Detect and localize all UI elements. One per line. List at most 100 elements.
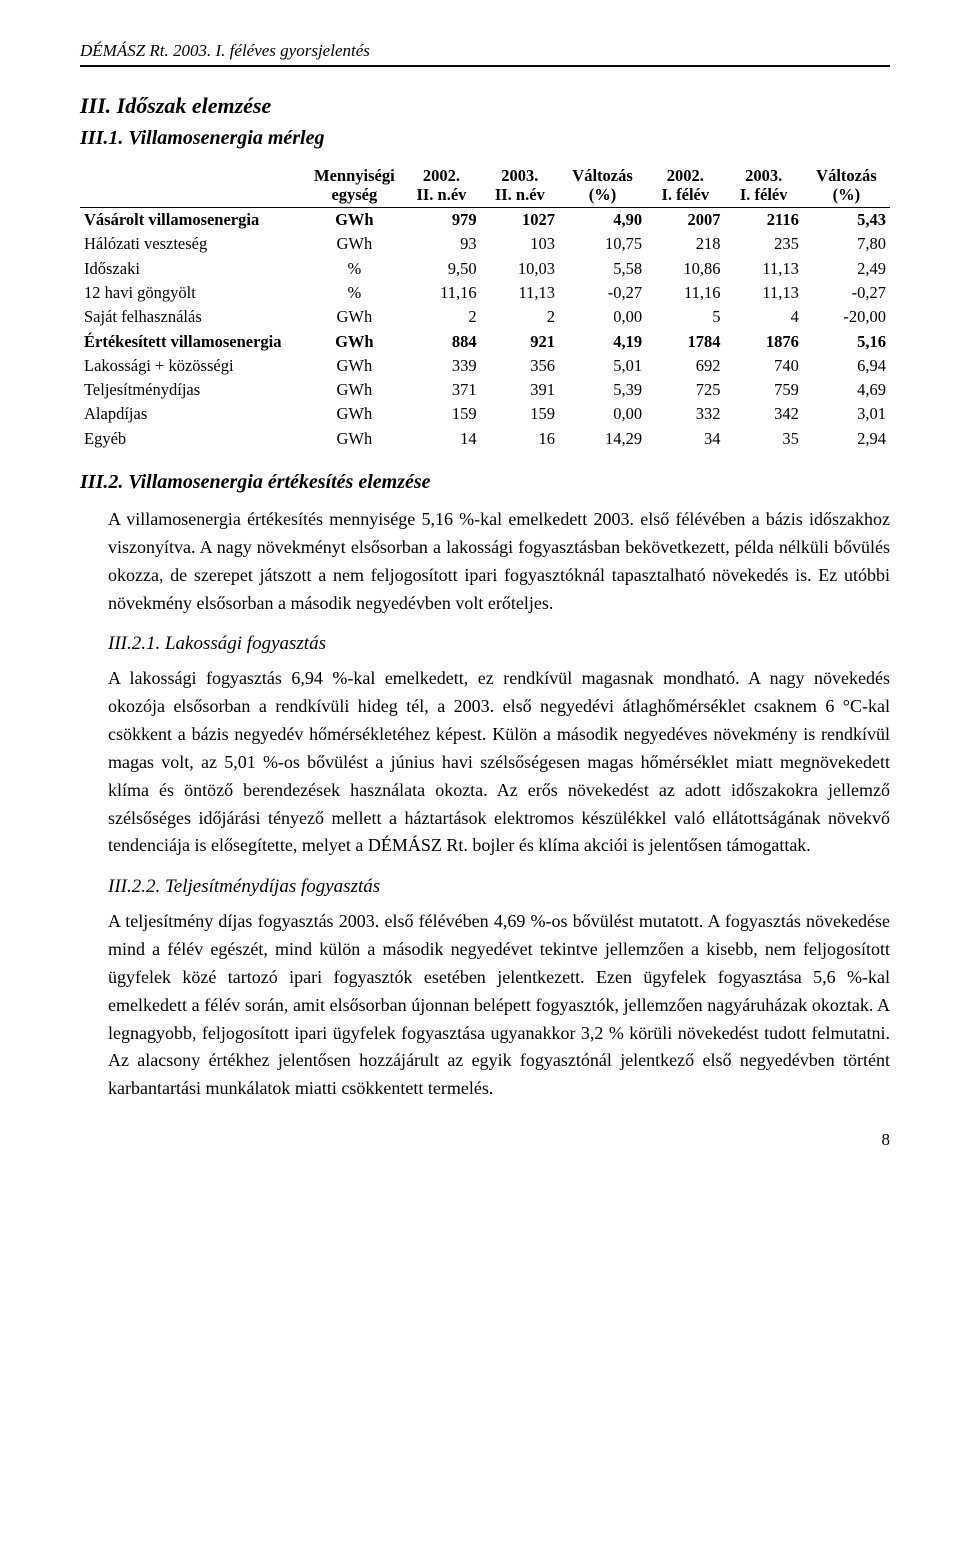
cell-y2002h1: 725 bbox=[646, 378, 724, 402]
row-label: Saját felhasználás bbox=[80, 305, 306, 329]
paragraph-capacity-fee: A teljesítmény díjas fogyasztás 2003. el… bbox=[80, 908, 890, 1103]
cell-unit: GWh bbox=[306, 402, 402, 426]
cell-chg_h: 2,49 bbox=[803, 257, 890, 281]
cell-chg_q: 0,00 bbox=[559, 305, 646, 329]
cell-unit: % bbox=[306, 281, 402, 305]
table-row: Vásárolt villamosenergiaGWh97910274,9020… bbox=[80, 208, 890, 233]
cell-y2003h1: 1876 bbox=[724, 330, 802, 354]
cell-y2003q2: 1027 bbox=[481, 208, 559, 233]
cell-y2002h1: 1784 bbox=[646, 330, 724, 354]
table-row: EgyébGWh141614,2934352,94 bbox=[80, 427, 890, 451]
table-row: Hálózati veszteségGWh9310310,752182357,8… bbox=[80, 232, 890, 256]
cell-y2002q2: 93 bbox=[402, 232, 480, 256]
subsection-III-2-2: III.2.2. Teljesítménydíjas fogyasztás bbox=[80, 874, 890, 900]
cell-chg_h: 5,43 bbox=[803, 208, 890, 233]
energy-balance-table: Mennyiségiegység2002.II. n.év2003.II. n.… bbox=[80, 164, 890, 451]
row-label: Hálózati veszteség bbox=[80, 232, 306, 256]
cell-y2002h1: 10,86 bbox=[646, 257, 724, 281]
table-col-y2002q2: 2002.II. n.év bbox=[402, 164, 480, 208]
cell-y2002q2: 339 bbox=[402, 354, 480, 378]
table-col-chg_h: Változás(%) bbox=[803, 164, 890, 208]
cell-chg_q: 0,00 bbox=[559, 402, 646, 426]
cell-y2003h1: 4 bbox=[724, 305, 802, 329]
table-row: TeljesítménydíjasGWh3713915,397257594,69 bbox=[80, 378, 890, 402]
cell-y2003q2: 11,13 bbox=[481, 281, 559, 305]
cell-y2003h1: 35 bbox=[724, 427, 802, 451]
table-col-y2003q2: 2003.II. n.év bbox=[481, 164, 559, 208]
cell-chg_h: 2,94 bbox=[803, 427, 890, 451]
cell-y2002h1: 218 bbox=[646, 232, 724, 256]
cell-unit: GWh bbox=[306, 208, 402, 233]
cell-y2003h1: 740 bbox=[724, 354, 802, 378]
cell-chg_q: 5,39 bbox=[559, 378, 646, 402]
cell-chg_h: 7,80 bbox=[803, 232, 890, 256]
cell-y2002q2: 14 bbox=[402, 427, 480, 451]
cell-unit: GWh bbox=[306, 427, 402, 451]
row-label: Értékesített villamosenergia bbox=[80, 330, 306, 354]
cell-y2002q2: 979 bbox=[402, 208, 480, 233]
cell-unit: GWh bbox=[306, 378, 402, 402]
cell-chg_h: 4,69 bbox=[803, 378, 890, 402]
cell-y2002q2: 371 bbox=[402, 378, 480, 402]
table-col-label bbox=[80, 164, 306, 208]
subsection-III-2: III.2. Villamosenergia értékesítés elemz… bbox=[80, 469, 890, 496]
cell-y2002q2: 9,50 bbox=[402, 257, 480, 281]
cell-y2003q2: 391 bbox=[481, 378, 559, 402]
table-body: Vásárolt villamosenergiaGWh97910274,9020… bbox=[80, 208, 890, 451]
cell-unit: GWh bbox=[306, 330, 402, 354]
cell-y2002h1: 2007 bbox=[646, 208, 724, 233]
cell-y2003h1: 11,13 bbox=[724, 281, 802, 305]
table-col-chg_q: Változás(%) bbox=[559, 164, 646, 208]
cell-y2003q2: 16 bbox=[481, 427, 559, 451]
cell-chg_h: 5,16 bbox=[803, 330, 890, 354]
cell-y2003q2: 921 bbox=[481, 330, 559, 354]
row-label: Egyéb bbox=[80, 427, 306, 451]
paragraph-residential: A lakossági fogyasztás 6,94 %-kal emelke… bbox=[80, 665, 890, 860]
table-row: AlapdíjasGWh1591590,003323423,01 bbox=[80, 402, 890, 426]
row-label: Időszaki bbox=[80, 257, 306, 281]
row-label: Alapdíjas bbox=[80, 402, 306, 426]
cell-y2002q2: 884 bbox=[402, 330, 480, 354]
running-header: DÉMÁSZ Rt. 2003. I. féléves gyorsjelenté… bbox=[80, 40, 890, 67]
table-col-y2003h1: 2003.I. félév bbox=[724, 164, 802, 208]
cell-y2003h1: 759 bbox=[724, 378, 802, 402]
cell-y2003h1: 11,13 bbox=[724, 257, 802, 281]
cell-y2003q2: 10,03 bbox=[481, 257, 559, 281]
cell-y2003q2: 2 bbox=[481, 305, 559, 329]
subsection-III-2-1: III.2.1. Lakossági fogyasztás bbox=[80, 631, 890, 657]
cell-y2003q2: 356 bbox=[481, 354, 559, 378]
page-number: 8 bbox=[80, 1129, 890, 1152]
cell-y2002h1: 5 bbox=[646, 305, 724, 329]
cell-chg_q: 4,19 bbox=[559, 330, 646, 354]
cell-unit: GWh bbox=[306, 354, 402, 378]
subsection-III-1: III.1. Villamosenergia mérleg bbox=[80, 125, 890, 152]
table-row: Lakossági + közösségiGWh3393565,01692740… bbox=[80, 354, 890, 378]
cell-y2002h1: 11,16 bbox=[646, 281, 724, 305]
cell-chg_h: 6,94 bbox=[803, 354, 890, 378]
row-label: Lakossági + közösségi bbox=[80, 354, 306, 378]
cell-y2003h1: 235 bbox=[724, 232, 802, 256]
cell-y2002q2: 159 bbox=[402, 402, 480, 426]
cell-y2002h1: 34 bbox=[646, 427, 724, 451]
row-label: Teljesítménydíjas bbox=[80, 378, 306, 402]
cell-y2002h1: 332 bbox=[646, 402, 724, 426]
cell-chg_q: 5,58 bbox=[559, 257, 646, 281]
table-row: Időszaki%9,5010,035,5810,8611,132,49 bbox=[80, 257, 890, 281]
section-title: III. Időszak elemzése bbox=[80, 91, 890, 121]
cell-chg_q: -0,27 bbox=[559, 281, 646, 305]
paragraph-sales-analysis: A villamosenergia értékesítés mennyisége… bbox=[80, 506, 890, 618]
cell-unit: % bbox=[306, 257, 402, 281]
cell-y2003q2: 103 bbox=[481, 232, 559, 256]
table-header: Mennyiségiegység2002.II. n.év2003.II. n.… bbox=[80, 164, 890, 208]
table-row: Saját felhasználásGWh220,0054-20,00 bbox=[80, 305, 890, 329]
cell-chg_h: -0,27 bbox=[803, 281, 890, 305]
cell-unit: GWh bbox=[306, 232, 402, 256]
cell-chg_q: 5,01 bbox=[559, 354, 646, 378]
cell-chg_h: -20,00 bbox=[803, 305, 890, 329]
table-col-y2002h1: 2002.I. félév bbox=[646, 164, 724, 208]
row-label: 12 havi göngyölt bbox=[80, 281, 306, 305]
row-label: Vásárolt villamosenergia bbox=[80, 208, 306, 233]
cell-chg_q: 10,75 bbox=[559, 232, 646, 256]
cell-y2003q2: 159 bbox=[481, 402, 559, 426]
cell-chg_q: 4,90 bbox=[559, 208, 646, 233]
